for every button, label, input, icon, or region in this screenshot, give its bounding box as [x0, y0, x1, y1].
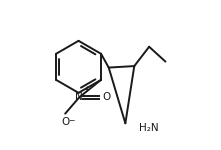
Text: N: N — [75, 92, 83, 102]
Text: H₂N: H₂N — [139, 123, 159, 133]
Text: O: O — [61, 117, 69, 127]
Text: −: − — [69, 116, 75, 125]
Text: O: O — [103, 92, 111, 102]
Text: +: + — [83, 85, 89, 94]
